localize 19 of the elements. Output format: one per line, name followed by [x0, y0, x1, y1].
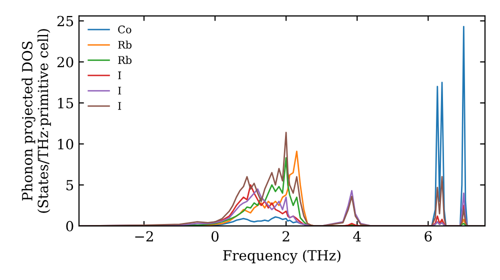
y-tick-label: 20: [57, 56, 74, 68]
legend-label: I: [118, 102, 122, 110]
y-tick-label: 10: [58, 138, 74, 150]
y-tick-label: 0: [66, 220, 74, 232]
x-tick-label: 6: [424, 231, 432, 242]
y-axis-title: Phonon projected DOS (States/THz·primitive cell): [22, 29, 51, 213]
x-tick-label: 4: [353, 231, 361, 242]
y-tick-label: 15: [58, 98, 74, 108]
x-tick-label: 0: [212, 231, 219, 242]
legend-label: I: [118, 86, 122, 94]
x-tick-label: 2: [282, 231, 290, 242]
x-axis-title: Frequency (THz): [223, 250, 340, 264]
legend-label: I: [118, 72, 122, 80]
x-tick-label: −2: [135, 231, 153, 242]
y-tick-label: 25: [57, 16, 74, 26]
legend-label: Co: [118, 26, 132, 34]
legend-label: Rb: [118, 40, 132, 49]
y-tick-label: 5: [66, 180, 74, 190]
legend-label: Rb: [118, 56, 132, 64]
